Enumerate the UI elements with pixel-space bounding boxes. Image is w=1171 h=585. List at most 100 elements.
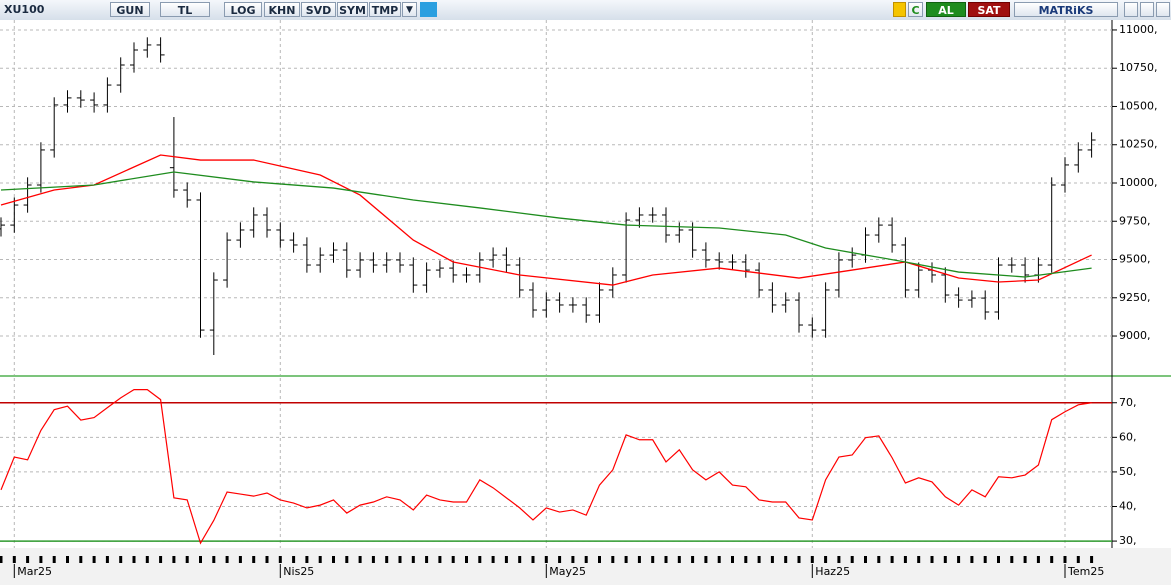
x-tick (318, 556, 322, 563)
x-tick (1036, 556, 1040, 563)
x-tick (491, 556, 495, 563)
button[interactable]: LOG (224, 2, 262, 17)
x-tick (637, 556, 641, 563)
x-tick (265, 556, 269, 563)
x-tick (877, 556, 881, 563)
button[interactable]: KHN (264, 2, 300, 17)
x-tick (531, 556, 535, 563)
brand: MATRiKS (1014, 2, 1118, 17)
x-tick (305, 556, 309, 563)
window-button[interactable] (1124, 2, 1138, 17)
x-tick (917, 556, 921, 563)
x-tick (850, 556, 854, 563)
x-tick (624, 556, 628, 563)
x-tick (465, 556, 468, 563)
x-tick (451, 556, 455, 563)
x-tick (185, 556, 189, 563)
x-tick (238, 556, 242, 563)
x-tick (66, 556, 69, 563)
sell-button[interactable]: SAT (968, 2, 1010, 17)
x-tick (584, 556, 588, 563)
y-tick-label: 11000, (1119, 23, 1158, 36)
rsi-line (0, 389, 1092, 545)
x-tick (677, 556, 681, 563)
x-tick (332, 556, 335, 563)
x-tick (611, 556, 615, 563)
x-tick (744, 556, 748, 563)
y-tick-label: 10250, (1119, 138, 1158, 151)
x-tick (824, 556, 828, 563)
x-tick (997, 556, 1000, 563)
x-tick (571, 556, 575, 563)
x-tick (784, 556, 788, 563)
y-tick-label: 10000, (1119, 176, 1158, 189)
x-tick (119, 556, 123, 563)
moving-average (0, 154, 1092, 286)
buy-button[interactable]: AL (926, 2, 966, 17)
x-tick (903, 556, 907, 563)
x-tick (145, 556, 149, 563)
x-tick (411, 556, 415, 563)
x-tick (172, 556, 176, 563)
x-tick (717, 556, 721, 563)
alert-icon[interactable] (893, 2, 906, 17)
share-icon[interactable] (420, 2, 437, 17)
y-tick-label: 10750, (1119, 61, 1158, 74)
x-tick (664, 556, 668, 563)
x-tick (770, 556, 774, 563)
x-tick (52, 556, 56, 563)
x-tick (1050, 556, 1054, 563)
x-tick (252, 556, 256, 563)
x-tick (691, 556, 695, 563)
y-tick-label: 70, (1119, 396, 1137, 409)
window-button[interactable] (1156, 2, 1170, 17)
x-tick (159, 556, 163, 563)
x-tick (199, 556, 202, 563)
x-tick (292, 556, 296, 563)
x-tick (731, 556, 734, 563)
y-tick-label: 60, (1119, 430, 1137, 443)
y-tick-label: 50, (1119, 465, 1137, 478)
x-tick (26, 556, 30, 563)
x-tick-label: Tem25 (1067, 565, 1104, 578)
x-tick (651, 556, 655, 563)
symbol[interactable]: XU100 (4, 3, 45, 16)
x-tick (278, 556, 282, 563)
moving-average (0, 171, 1092, 278)
x-tick (212, 556, 216, 563)
x-tick (970, 556, 974, 563)
y-tick-label: 10500, (1119, 99, 1158, 112)
x-tick (1063, 556, 1067, 563)
y-tick-label: 30, (1119, 534, 1137, 547)
button[interactable]: GUN (110, 2, 150, 17)
y-tick-label: 9500, (1119, 253, 1151, 266)
button[interactable]: TL (160, 2, 210, 17)
x-tick (12, 556, 16, 563)
x-tick (79, 556, 83, 563)
y-tick-label: 9750, (1119, 214, 1151, 227)
x-tick (943, 556, 947, 563)
x-tick (558, 556, 562, 563)
x-tick (225, 556, 229, 563)
button[interactable]: TMP (369, 2, 401, 17)
x-tick-label: Nis25 (283, 565, 314, 578)
window-button[interactable] (1140, 2, 1154, 17)
x-tick (39, 556, 43, 563)
x-tick (983, 556, 987, 563)
x-tick (425, 556, 429, 563)
button[interactable]: SVD (301, 2, 336, 17)
x-tick-label: Haz25 (815, 565, 850, 578)
x-tick (837, 556, 841, 563)
action[interactable]: C (908, 2, 923, 17)
x-tick (518, 556, 522, 563)
x-tick (810, 556, 814, 563)
x-tick (1023, 556, 1027, 563)
x-tick-label: Mar25 (17, 565, 52, 578)
x-tick (797, 556, 801, 563)
dropdown[interactable]: ▼ (402, 2, 417, 17)
x-tick (757, 556, 761, 563)
chart: Mar25 Nis25 May25 Haz25 Tem25 9000, 9250, 9500,… (0, 20, 1171, 585)
background (0, 20, 1171, 585)
button[interactable]: SYM (337, 2, 368, 17)
